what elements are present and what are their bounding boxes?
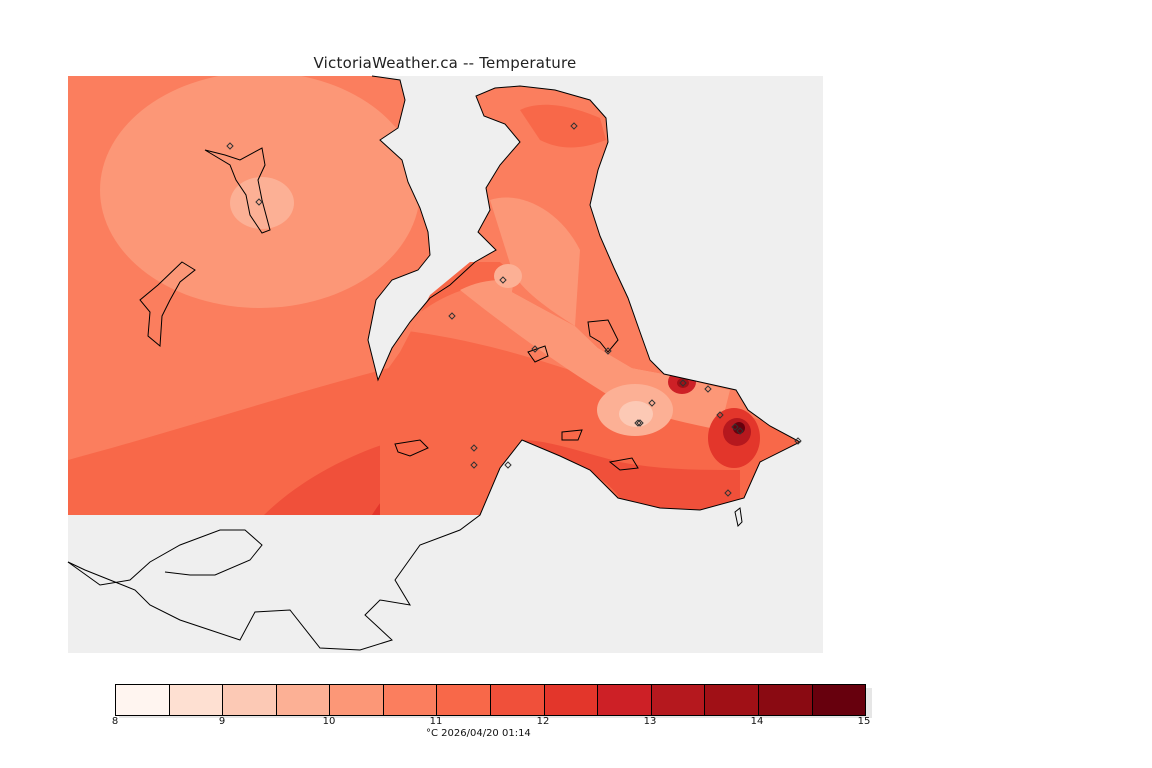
legend-swatch xyxy=(276,685,331,715)
legend-swatch xyxy=(437,685,492,715)
coastlines xyxy=(67,75,802,651)
station-marker xyxy=(636,419,644,427)
legend-swatch xyxy=(544,685,599,715)
legend-swatch xyxy=(705,685,759,715)
legend-swatch xyxy=(169,685,224,715)
station-marker xyxy=(226,142,234,150)
station-marker xyxy=(531,345,539,353)
legend-swatch xyxy=(491,685,545,715)
station-marker xyxy=(504,461,512,469)
station-marker xyxy=(604,347,612,355)
legend-swatch xyxy=(116,685,170,715)
station-marker xyxy=(704,385,712,393)
legend-swatch xyxy=(598,685,652,715)
station-markers xyxy=(226,122,802,497)
legend-tick-label: 9 xyxy=(218,716,226,727)
station-marker xyxy=(570,122,578,130)
color-legend xyxy=(115,684,866,716)
legend-swatch xyxy=(330,685,384,715)
station-marker xyxy=(724,489,732,497)
station-marker xyxy=(679,379,687,387)
station-marker xyxy=(736,427,744,435)
legend-tick-label: 12 xyxy=(536,716,550,727)
legend-swatch xyxy=(812,685,866,715)
legend-swatch xyxy=(383,685,438,715)
station-marker xyxy=(470,461,478,469)
legend-tick-label: 14 xyxy=(750,716,764,727)
legend-tick-label: 13 xyxy=(643,716,657,727)
station-marker xyxy=(255,198,263,206)
station-marker xyxy=(634,419,642,427)
legend-tick-label: 10 xyxy=(322,716,336,727)
station-marker xyxy=(648,399,656,407)
legend-tick-label: 8 xyxy=(111,716,119,727)
legend-swatch xyxy=(651,685,706,715)
station-marker xyxy=(448,312,456,320)
station-marker xyxy=(716,411,724,419)
north-peninsula xyxy=(475,86,664,374)
legend-swatch xyxy=(758,685,813,715)
station-marker xyxy=(731,423,739,431)
legend-tick-label: 11 xyxy=(429,716,443,727)
station-marker xyxy=(470,444,478,452)
station-marker xyxy=(499,276,507,284)
legend-tick-label: 15 xyxy=(857,716,871,727)
legend-caption: °C 2026/04/20 01:14 xyxy=(426,728,531,739)
legend-swatch xyxy=(223,685,277,715)
map-title: VictoriaWeather.ca -- Temperature xyxy=(313,54,577,72)
station-marker xyxy=(794,437,802,445)
